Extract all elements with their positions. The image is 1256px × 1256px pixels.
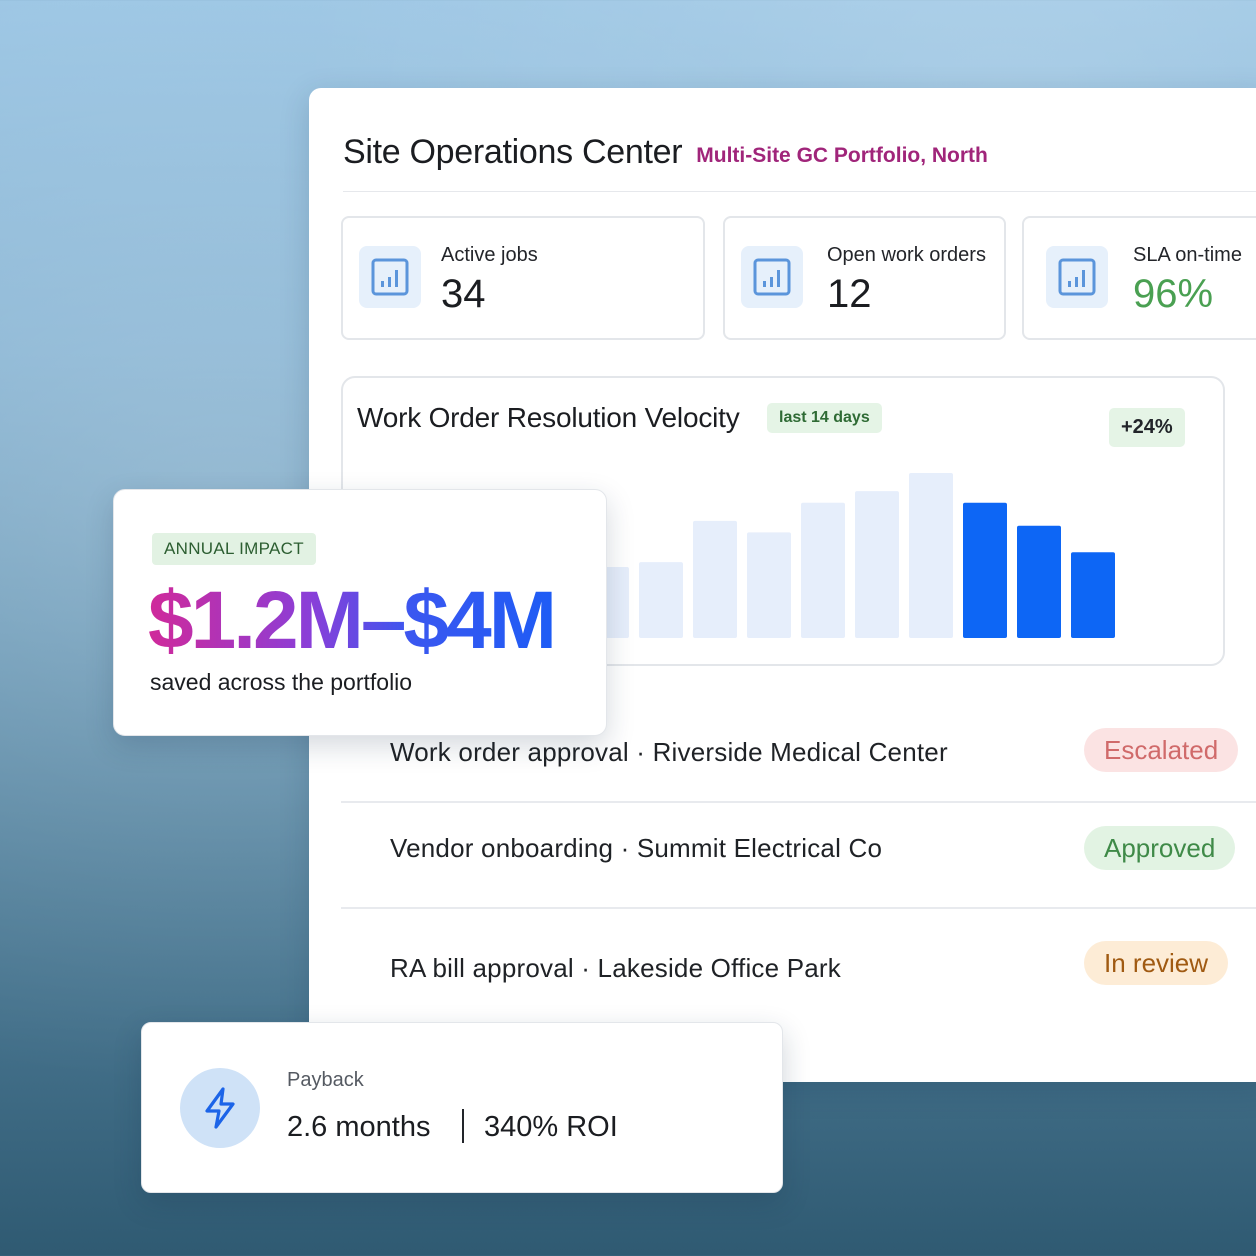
chart-bar[interactable]: [693, 520, 737, 638]
activity-item-text[interactable]: Work order approval · Riverside Medical …: [390, 737, 948, 767]
activity-item-text[interactable]: RA bill approval · Lakeside Office Park: [390, 953, 841, 983]
status-badge-approved: Approved: [1084, 826, 1236, 870]
bar-chart-icon: [359, 246, 421, 308]
payback-roi: 340% ROI: [484, 1111, 618, 1143]
status-badge-in-review: In review: [1084, 941, 1229, 985]
row-divider: [341, 907, 1256, 909]
kpi-card-open-work-orders[interactable]: Open work orders 12: [723, 216, 1006, 340]
chart-bar-highlighted[interactable]: [1017, 525, 1061, 638]
bar-chart-icon: [1046, 246, 1108, 308]
operations-dashboard-panel: Site Operations Center Multi-Site GC Por…: [309, 88, 1256, 1082]
portfolio-subtitle: Multi-Site GC Portfolio, North: [696, 144, 988, 167]
chart-bar[interactable]: [801, 502, 845, 638]
chart-bar[interactable]: [855, 491, 899, 638]
bar-chart-icon: [741, 246, 803, 308]
annual-impact-badge: ANNUAL IMPACT: [152, 533, 316, 565]
chart-bar[interactable]: [639, 562, 683, 638]
chart-bar[interactable]: [747, 532, 791, 638]
payback-separator: [462, 1109, 464, 1143]
kpi-card-active-jobs[interactable]: Active jobs 34: [341, 216, 705, 340]
annual-impact-caption: saved across the portfolio: [150, 669, 413, 695]
payback-card: Payback 2.6 months 340% ROI: [141, 1022, 783, 1193]
status-badge-escalated: Escalated: [1084, 728, 1239, 772]
annual-impact-value: $1.2M–$4M: [148, 575, 557, 666]
page-title: Site Operations Center: [343, 133, 683, 171]
kpi-label: SLA on-time: [1133, 244, 1242, 266]
kpi-label: Active jobs: [441, 244, 538, 266]
kpi-label: Open work orders: [827, 244, 986, 266]
chart-bar[interactable]: [909, 473, 953, 638]
chart-range-badge[interactable]: last 14 days: [767, 403, 882, 433]
kpi-card-sla-on-time[interactable]: SLA on-time 96%: [1022, 216, 1256, 340]
annual-impact-card: ANNUAL IMPACT $1.2M–$4M saved across the…: [113, 489, 607, 736]
velocity-bar-chart: [585, 473, 1115, 638]
chart-bar-highlighted[interactable]: [963, 502, 1007, 638]
lightning-bolt-icon: [180, 1068, 260, 1148]
kpi-value: 96%: [1133, 272, 1214, 316]
chart-delta-badge: +24%: [1109, 408, 1185, 447]
chart-title: Work Order Resolution Velocity: [357, 402, 740, 433]
dashboard-header: Site Operations Center Multi-Site GC Por…: [343, 133, 1256, 192]
payback-label: Payback: [287, 1069, 364, 1091]
chart-bar-highlighted[interactable]: [1071, 552, 1115, 638]
activity-item-text[interactable]: Vendor onboarding · Summit Electrical Co: [390, 833, 883, 863]
kpi-value: 34: [441, 272, 486, 316]
row-divider: [341, 801, 1256, 803]
kpi-value: 12: [827, 272, 872, 316]
payback-months: 2.6 months: [287, 1111, 431, 1143]
